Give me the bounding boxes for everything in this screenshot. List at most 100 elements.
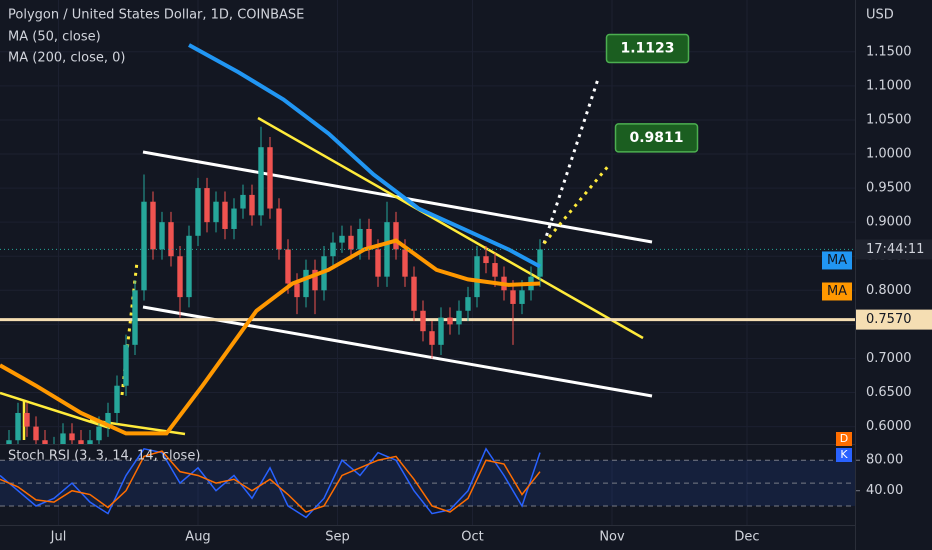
stoch-tick-label: 40.00 — [866, 483, 903, 498]
x-tick-label: Aug — [185, 530, 210, 545]
ma-tag-label: MA — [827, 253, 847, 268]
level-tag — [856, 309, 932, 330]
candle-body — [357, 228, 363, 250]
candle-body — [132, 290, 138, 345]
candle-body — [267, 147, 273, 209]
x-tick-label: Jul — [50, 530, 67, 545]
candle-body — [510, 290, 516, 304]
candle-body — [276, 208, 282, 250]
stoch-tag — [836, 432, 852, 446]
candle-body — [474, 256, 480, 298]
trend-line — [257, 116, 644, 340]
candle-body — [186, 235, 192, 298]
candle-body — [159, 222, 165, 250]
candle-body — [15, 412, 21, 441]
ma-tag — [822, 282, 852, 301]
candle-body — [393, 222, 399, 250]
x-tick-label: Dec — [734, 530, 759, 545]
candle-body — [519, 290, 525, 304]
stoch-tag-label: K — [840, 448, 848, 461]
candle-body — [141, 201, 147, 291]
stoch-title: Stoch RSI (3, 3, 14, 14, close) — [8, 449, 200, 464]
y-tick-label: 0.8000 — [866, 283, 912, 298]
annotation-box — [605, 33, 690, 64]
candle-body — [60, 433, 66, 444]
annotation-label: 0.9811 — [629, 130, 683, 146]
stoch-tag — [836, 448, 852, 462]
projection-line — [120, 261, 139, 396]
candle-body — [483, 256, 489, 264]
candle-body — [33, 426, 39, 441]
stoch-line — [0, 450, 541, 513]
candle-body — [222, 201, 228, 229]
candle-body — [312, 269, 318, 291]
currency-label: USD — [866, 8, 894, 23]
candle-body — [6, 440, 12, 444]
y-tick-label: 1.0500 — [866, 112, 912, 127]
candle-body — [492, 263, 498, 277]
stoch-lines — [0, 447, 541, 519]
candle-body — [105, 412, 111, 427]
candle-body — [375, 249, 381, 277]
candle-body — [204, 188, 210, 223]
y-tick-label: 0.9500 — [866, 181, 912, 196]
projection-line — [542, 77, 600, 244]
y-tick-label: 1.0000 — [866, 147, 912, 162]
candle-body — [465, 297, 471, 311]
candle-body — [384, 222, 390, 277]
candle-body — [87, 440, 93, 444]
projection-line — [542, 165, 609, 245]
candle-body — [537, 249, 543, 277]
candle-body — [303, 269, 309, 298]
stoch-tag-label: D — [840, 432, 848, 445]
y-tick-label: 0.6500 — [866, 385, 912, 400]
candle-body — [96, 426, 102, 441]
legend-entry: MA (50, close) — [8, 30, 101, 45]
candle-body — [24, 412, 30, 427]
candle-body — [402, 249, 408, 277]
y-tick-label: 0.9000 — [866, 215, 912, 230]
main-pane — [0, 43, 855, 444]
candle-body — [150, 201, 156, 250]
ma-tag-label: MA — [827, 284, 847, 299]
candle-body — [258, 147, 264, 216]
candle-body — [177, 256, 183, 298]
countdown-tag — [856, 239, 932, 260]
candle-body — [456, 310, 462, 325]
trend-line — [142, 305, 653, 398]
y-tick-label: 1.1500 — [866, 44, 912, 59]
y-tick-label: 1.1000 — [866, 78, 912, 93]
candle-body — [339, 235, 345, 243]
candle-body — [249, 194, 255, 216]
stoch-line — [0, 447, 541, 519]
annotation-box — [614, 123, 699, 153]
chart-title: Polygon / United States Dollar, 1D, COIN… — [8, 8, 304, 23]
legend-entry: MA (200, close, 0) — [8, 51, 125, 66]
candle-body — [348, 235, 354, 250]
candle-body — [429, 331, 435, 345]
moving-average — [188, 43, 541, 269]
candle-body — [123, 344, 129, 386]
stoch-pane — [0, 444, 860, 519]
annotation-label: 1.1123 — [620, 40, 674, 56]
x-tick-label: Nov — [599, 530, 625, 545]
y-tick-label: 0.6000 — [866, 419, 912, 434]
level-tag-label: 0.7570 — [866, 312, 912, 327]
candle-body — [114, 385, 120, 413]
candle-body — [78, 440, 84, 444]
candle-body — [447, 317, 453, 325]
candle-body — [420, 310, 426, 332]
ma-tag — [822, 251, 852, 270]
candle-body — [213, 201, 219, 223]
candle-body — [285, 249, 291, 284]
x-tick-label: Sep — [325, 530, 350, 545]
candle-body — [438, 317, 444, 345]
trend-line — [0, 391, 111, 430]
candle-body — [240, 194, 246, 209]
x-tick-label: Oct — [461, 530, 483, 545]
candle-body — [42, 440, 48, 444]
candle-body — [231, 208, 237, 229]
candle-body — [69, 433, 75, 441]
